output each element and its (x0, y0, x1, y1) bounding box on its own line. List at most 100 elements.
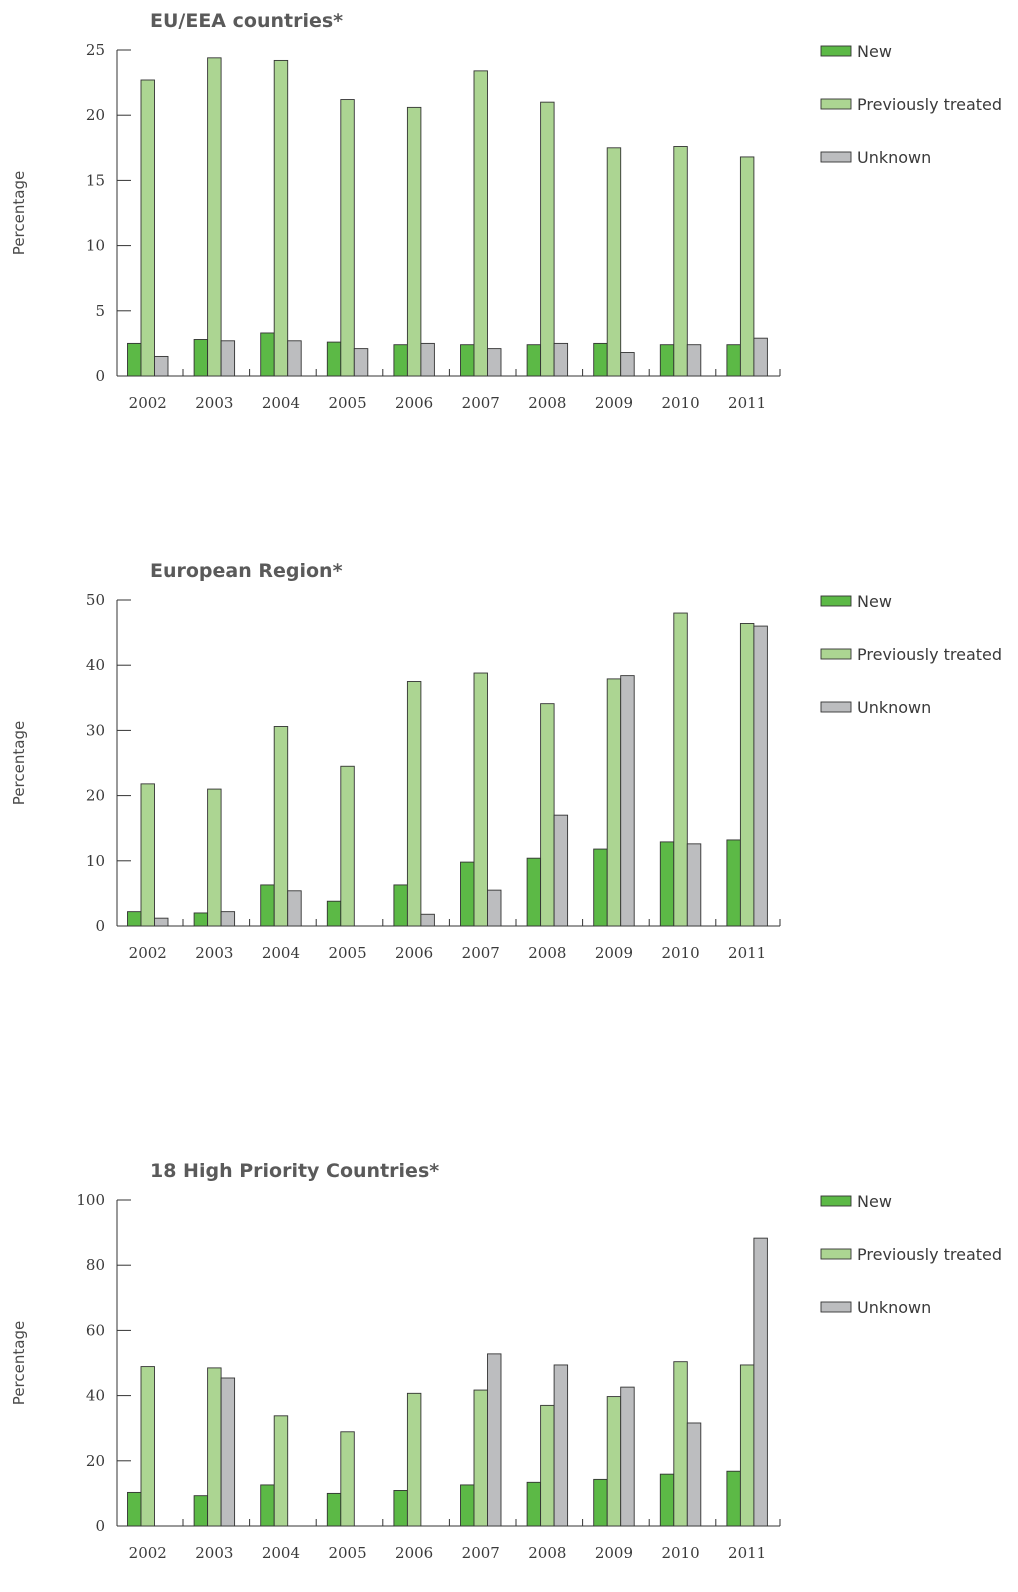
x-tick-label: 2003 (195, 1544, 233, 1562)
bar-unk-2011 (753, 337, 768, 377)
y-tick-label: 50 (86, 591, 105, 609)
x-tick-label: 2004 (262, 1544, 300, 1562)
x-tick-label: 2004 (262, 944, 300, 962)
bar-new-2008 (526, 1481, 542, 1527)
bar-unk-2008 (553, 814, 569, 927)
bar-unk-2003 (220, 1377, 236, 1527)
legend-label-prev: Previously treated (857, 645, 1002, 664)
legend-swatch-new (820, 595, 852, 607)
y-tick-label: 30 (86, 721, 105, 739)
bar-prev-2002 (140, 1366, 155, 1527)
y-tick-label: 0 (95, 1517, 105, 1535)
bar-new-2003 (193, 339, 209, 377)
y-tick-label: 20 (86, 1452, 105, 1470)
bar-prev-2010 (673, 1361, 688, 1527)
x-tick-label: 2011 (728, 394, 766, 412)
bar-unk-2007 (487, 889, 502, 927)
bar-unk-2009 (620, 352, 635, 377)
bar-new-2010 (659, 841, 675, 927)
bar-unk-2006 (420, 913, 435, 927)
chart-european-region: European Region* Percentage 0 10 20 30 40 50 200… (10, 560, 1002, 962)
bar-prev-2011 (739, 156, 755, 377)
bar-new-2009 (593, 1478, 608, 1527)
x-tick-label: 2002 (129, 394, 167, 412)
bar-prev-2007 (473, 1389, 488, 1527)
y-tick-label: 25 (86, 41, 105, 59)
x-tick-label: 2006 (395, 944, 433, 962)
bar-prev-2007 (473, 70, 488, 377)
bar-new-2004 (260, 884, 275, 927)
chart-panel-european-region: European Region* Percentage 0 10 20 30 40 50 200… (0, 550, 1018, 990)
bar-unk-2004 (287, 340, 302, 377)
bar-new-2004 (260, 332, 275, 377)
bar-prev-2006 (406, 1392, 422, 1527)
bar-unk-2007 (487, 348, 502, 377)
y-tick-label: 20 (86, 787, 105, 805)
bar-new-2006 (393, 344, 408, 377)
bar-unk-2004 (287, 890, 302, 927)
chart-panel-eu-eea: EU/EEA countries* Percentage 0 5 10 15 20 25 200… (0, 0, 1018, 440)
x-tick-label: 2011 (728, 1544, 766, 1562)
x-tick-label: 2009 (595, 944, 633, 962)
x-tick-label: 2006 (395, 394, 433, 412)
bar-prev-2007 (473, 672, 488, 927)
x-tick-label: 2010 (661, 394, 699, 412)
y-axis-label: Percentage (10, 171, 28, 255)
bar-new-2005 (326, 900, 342, 927)
bar-new-2006 (393, 1490, 408, 1527)
y-axis-label: Percentage (10, 1321, 28, 1405)
legend-swatch-new (820, 45, 852, 57)
legend-label-new: New (857, 42, 892, 61)
y-tick-label: 5 (95, 302, 105, 320)
x-tick-label: 2003 (195, 944, 233, 962)
y-tick-label: 0 (95, 367, 105, 385)
bar-prev-2009 (606, 147, 622, 377)
legend-label-prev: Previously treated (857, 95, 1002, 114)
y-tick-label: 10 (86, 852, 105, 870)
y-tick-label: 10 (86, 237, 105, 255)
legend-label-prev: Previously treated (857, 1245, 1002, 1264)
bar-prev-2002 (140, 783, 155, 927)
bar-new-2006 (393, 884, 408, 927)
chart-panel-high-priority: 18 High Priority Countries* Percentage 0 20… (0, 1150, 1018, 1592)
legend-swatch-prev (820, 648, 852, 660)
bar-unk-2010 (686, 1422, 702, 1527)
chart-high-priority: 18 High Priority Countries* Percentage 0 20… (10, 1160, 1002, 1562)
legend-label-unk: Unknown (857, 698, 931, 717)
bar-prev-2006 (406, 681, 422, 927)
legend-swatch-prev (820, 98, 852, 110)
y-tick-label: 80 (86, 1256, 105, 1274)
bar-prev-2010 (673, 146, 688, 377)
legend-swatch-unk (820, 151, 852, 163)
bar-new-2010 (659, 344, 675, 377)
x-tick-label: 2008 (528, 394, 566, 412)
bar-unk-2010 (686, 843, 702, 927)
bar-unk-2006 (420, 342, 435, 377)
chart-title: EU/EEA countries* (150, 10, 343, 32)
bar-new-2005 (326, 341, 342, 377)
bar-prev-2004 (273, 59, 289, 377)
bar-new-2011 (726, 1470, 741, 1527)
bar-new-2003 (193, 912, 209, 927)
x-tick-label: 2008 (528, 1544, 566, 1562)
bar-prev-2004 (273, 726, 289, 927)
chart-title: 18 High Priority Countries* (150, 1160, 439, 1182)
legend-label-unk: Unknown (857, 148, 931, 167)
x-tick-label: 2007 (462, 1544, 500, 1562)
bar-new-2011 (726, 344, 741, 377)
bar-unk-2002 (154, 917, 169, 927)
x-tick-label: 2002 (129, 1544, 167, 1562)
bar-new-2009 (593, 342, 608, 377)
bar-new-2009 (593, 848, 608, 927)
y-tick-label: 60 (86, 1321, 105, 1339)
x-tick-label: 2009 (595, 1544, 633, 1562)
y-tick-label: 0 (95, 917, 105, 935)
x-tick-label: 2006 (395, 1544, 433, 1562)
x-tick-label: 2007 (462, 394, 500, 412)
chart-eu-eea: EU/EEA countries* Percentage 0 5 10 15 20 25 200… (10, 10, 1002, 412)
bar-unk-2002 (154, 355, 169, 377)
bar-new-2008 (526, 857, 542, 927)
bar-prev-2005 (340, 1431, 355, 1527)
bar-new-2007 (460, 861, 475, 927)
bar-unk-2003 (220, 911, 236, 927)
